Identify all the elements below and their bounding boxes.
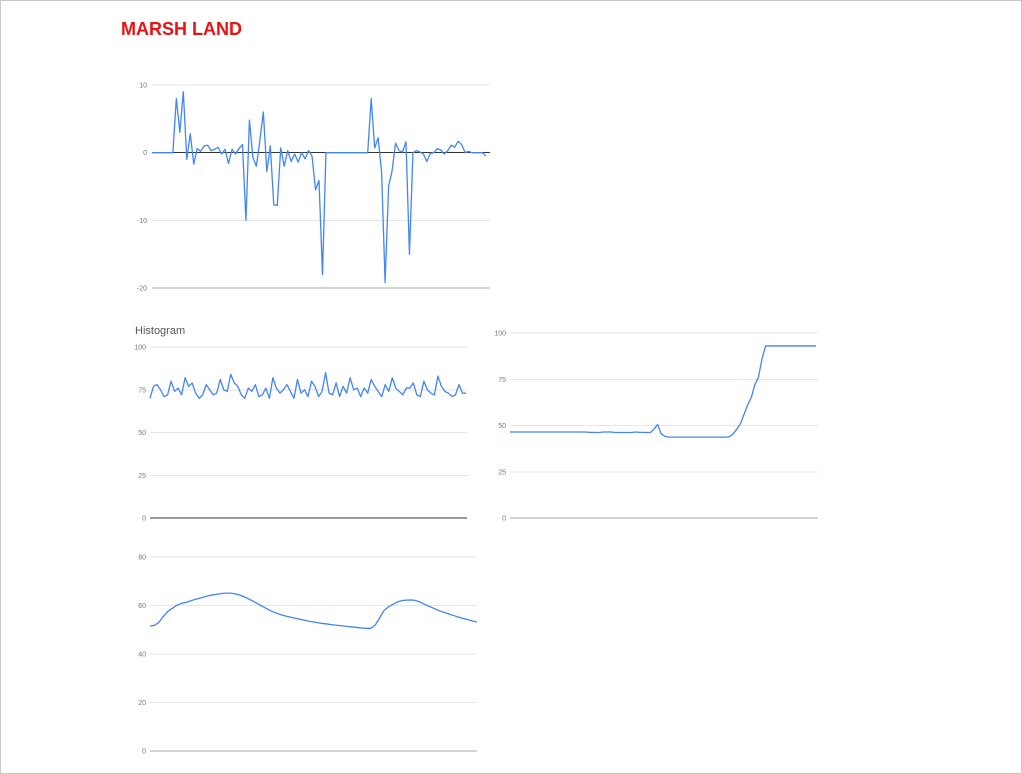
y-tick-label: 80 — [138, 555, 146, 562]
y-tick-label: 40 — [138, 652, 146, 659]
line-chart-4: 80 60 40 20 0 — [138, 555, 478, 756]
y-tick-label: -10 — [137, 218, 147, 225]
y-tick-label: 25 — [138, 473, 146, 480]
y-tick-label: 25 — [498, 469, 506, 476]
series-line — [152, 91, 487, 284]
line-chart-2: Histogram 100 75 50 25 0 — [134, 325, 467, 523]
y-tick-label: 0 — [142, 749, 146, 756]
y-tick-label: 0 — [502, 516, 506, 523]
page-title: MARSH LAND — [121, 19, 242, 39]
chart-title: Histogram — [135, 325, 185, 337]
y-tick-label: 20 — [138, 700, 146, 707]
y-tick-label: 100 — [134, 345, 146, 352]
y-tick-label: 75 — [498, 377, 506, 384]
y-tick-label: 50 — [498, 423, 506, 430]
y-tick-label: 0 — [142, 516, 146, 523]
y-tick-label: 50 — [138, 430, 146, 437]
y-tick-label: 0 — [143, 150, 147, 157]
series-line — [510, 345, 816, 438]
series-line — [149, 372, 466, 399]
y-tick-label: 100 — [494, 331, 506, 338]
y-tick-label: 75 — [138, 387, 146, 394]
y-tick-label: -20 — [137, 286, 147, 293]
y-tick-label: 60 — [138, 603, 146, 610]
y-tick-label: 10 — [139, 83, 147, 90]
line-chart-3: 100 75 50 25 0 — [494, 331, 818, 523]
series-line — [149, 592, 478, 629]
line-chart-1: 10 0 -10 -20 — [137, 83, 490, 293]
